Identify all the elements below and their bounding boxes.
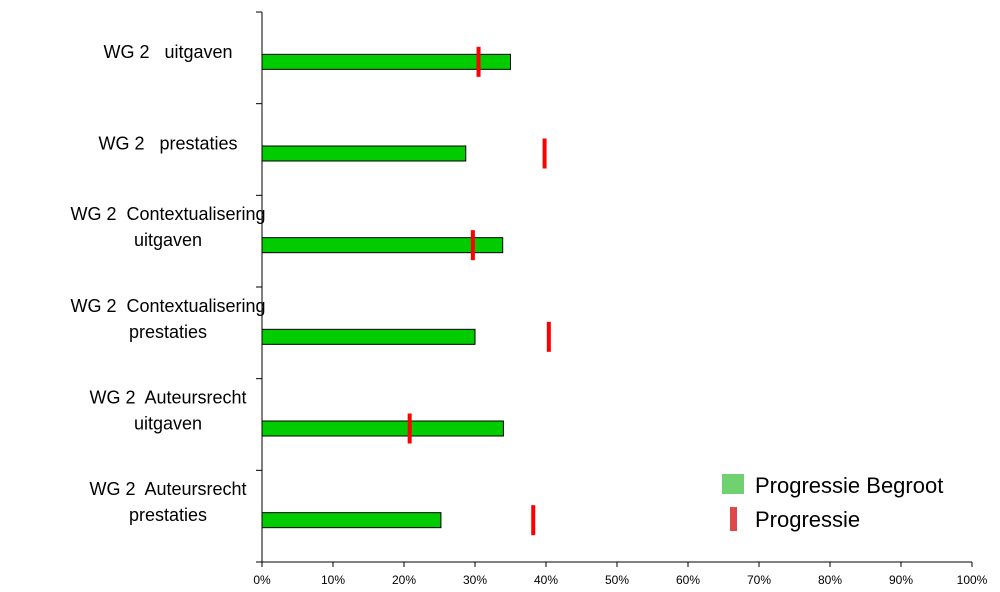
bar-progressie-begroot bbox=[261, 512, 442, 529]
chart-axes bbox=[256, 11, 973, 567]
legend-swatch-progressie bbox=[730, 507, 737, 531]
category-label: prestaties bbox=[129, 505, 207, 525]
x-tick-label: 70% bbox=[747, 573, 771, 587]
category-label: WG 2 Auteursrecht bbox=[89, 388, 246, 408]
legend-label-progressie-begroot: Progressie Begroot bbox=[755, 473, 943, 498]
category-label: WG 2 uitgaven bbox=[103, 42, 232, 62]
chart-bars bbox=[261, 53, 511, 529]
x-tick-label: 10% bbox=[321, 573, 345, 587]
marker-progressie bbox=[470, 230, 475, 261]
marker-progressie bbox=[407, 413, 412, 444]
x-tick-label: 0% bbox=[253, 573, 271, 587]
category-label: WG 2 prestaties bbox=[98, 134, 237, 154]
chart-markers bbox=[407, 46, 551, 536]
marker-progressie bbox=[546, 321, 551, 352]
bar-progressie-begroot bbox=[261, 328, 476, 345]
category-labels: WG 2 uitgaven WG 2 prestaties WG 2 Context… bbox=[70, 42, 265, 525]
x-tick-label: 50% bbox=[605, 573, 629, 587]
category-label: prestaties bbox=[129, 322, 207, 342]
marker-progressie bbox=[531, 505, 536, 536]
x-tick-label: 30% bbox=[463, 573, 487, 587]
category-label: uitgaven bbox=[134, 414, 202, 434]
marker-progressie bbox=[542, 138, 547, 169]
x-tick-label: 20% bbox=[392, 573, 416, 587]
marker-progressie bbox=[476, 46, 481, 77]
category-label: uitgaven bbox=[134, 230, 202, 250]
bar-progressie-begroot bbox=[261, 53, 511, 70]
x-tick-label: 100% bbox=[957, 573, 988, 587]
category-label: WG 2 Contextualisering bbox=[70, 296, 265, 316]
category-label: WG 2 Auteursrecht bbox=[89, 479, 246, 499]
x-tick-label: 90% bbox=[889, 573, 913, 587]
x-tick-label: 80% bbox=[818, 573, 842, 587]
bar-progressie-begroot bbox=[261, 237, 504, 254]
x-tick-label: 40% bbox=[534, 573, 558, 587]
category-label: WG 2 Contextualisering bbox=[70, 204, 265, 224]
legend-swatch-progressie-begroot bbox=[722, 474, 744, 494]
chart-legend: Progressie Begroot Progressie bbox=[722, 473, 943, 532]
x-tick-label: 60% bbox=[676, 573, 700, 587]
bar-progressie-begroot bbox=[261, 420, 504, 437]
legend-label-progressie: Progressie bbox=[755, 507, 860, 532]
bar-progressie-begroot bbox=[261, 145, 467, 162]
x-tick-labels: 0% 10% 20% 30% 40% 50% 60% 70% 80% 90% 100% bbox=[253, 573, 987, 587]
